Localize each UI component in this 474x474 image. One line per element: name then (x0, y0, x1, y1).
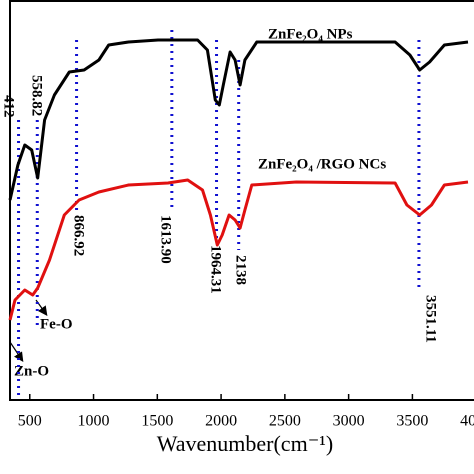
peak-label: 412 (1, 95, 17, 118)
plot-frame (9, 0, 474, 401)
x-tick-label: 500 (18, 413, 42, 430)
x-tick-label: 3500 (396, 413, 428, 430)
peak-label: 1964.31 (208, 245, 224, 294)
annotation: Zn-O (14, 363, 49, 379)
x-tick-label: 1000 (78, 413, 110, 430)
peak-label: 3551.11 (423, 295, 439, 343)
x-tick-label: 2000 (205, 413, 237, 430)
x-axis-title: Wavenumber(cm⁻¹) (157, 431, 333, 456)
peak-label: 558.82 (29, 75, 45, 116)
peak-label: 866.92 (71, 215, 87, 256)
x-tick-label: 3000 (333, 413, 365, 430)
x-tick-label: 4000 (460, 413, 474, 430)
peak-label: 2138 (233, 255, 249, 285)
series-line (8, 38, 469, 201)
annotation: Fe-O (40, 316, 72, 332)
series-line (8, 178, 469, 321)
annotation: ZnFe₂O₄ /RGO NCs (258, 156, 386, 172)
x-tick-label: 1500 (141, 413, 173, 430)
peak-label: 1613.90 (158, 215, 174, 264)
annotation: ZnFe₂O₄ NPs (268, 26, 353, 42)
x-tick-label: 2500 (269, 413, 301, 430)
arrow (9, 341, 24, 362)
